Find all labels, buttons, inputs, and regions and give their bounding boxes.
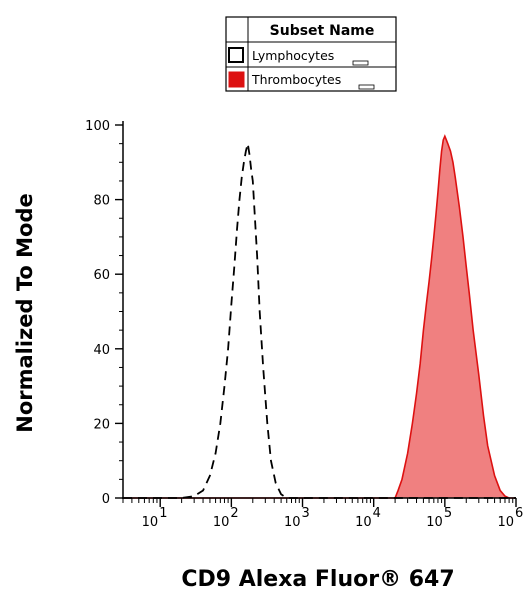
legend-title: Subset Name [270,23,375,39]
x-tick-label-base: 10 [284,515,301,530]
legend-label-thrombocytes: Thrombocytes [251,72,341,87]
y-axis-title: Normalized To Mode [13,193,37,433]
x-tick-label-10e2: 102 [213,506,239,530]
x-tick-label-base: 10 [355,515,372,530]
x-tick-label-base: 10 [426,515,443,530]
legend-box [225,16,397,92]
x-tick-label-base: 10 [497,515,514,530]
x-tick-label-exponent: 2 [230,506,238,521]
x-tick-label-base: 10 [142,515,159,530]
legend-mini-bar-lymphocytes [352,60,369,66]
legend-label-lymphocytes: Lymphocytes [252,48,334,63]
x-axis-title: CD9 Alexa Fluor® 647 [181,567,454,592]
x-tick-label-10e1: 101 [142,506,168,530]
x-tick-label-base: 10 [213,515,230,530]
x-tick-label-exponent: 5 [444,506,452,521]
x-tick-label-10e5: 105 [426,506,452,530]
series-layer [123,134,516,499]
y-tick-label-100: 100 [85,119,110,134]
x-tick-label-10e6: 106 [497,506,523,530]
y-tick-label-20: 20 [93,417,110,432]
x-tick-label-10e4: 104 [355,506,381,530]
x-tick-label-10e3: 103 [284,506,310,530]
y-tick-label-40: 40 [93,343,110,358]
legend: Subset Name Lymphocytes Thrombocytes [225,16,397,92]
series-area-thrombocytes [123,136,516,498]
x-tick-label-exponent: 3 [302,506,310,521]
y-tick-label-60: 60 [93,268,110,283]
x-tick-label-exponent: 6 [515,506,523,521]
x-tick-label-exponent: 4 [373,506,381,521]
x-tick-label-exponent: 1 [159,506,167,521]
legend-swatch-lymphocytes [228,47,244,63]
legend-mini-bar-thrombocytes [358,84,375,90]
series-line-thrombocytes [123,134,516,499]
y-tick-label-0: 0 [102,492,110,507]
y-tick-label-80: 80 [93,194,110,209]
legend-swatch-thrombocytes [228,71,245,88]
